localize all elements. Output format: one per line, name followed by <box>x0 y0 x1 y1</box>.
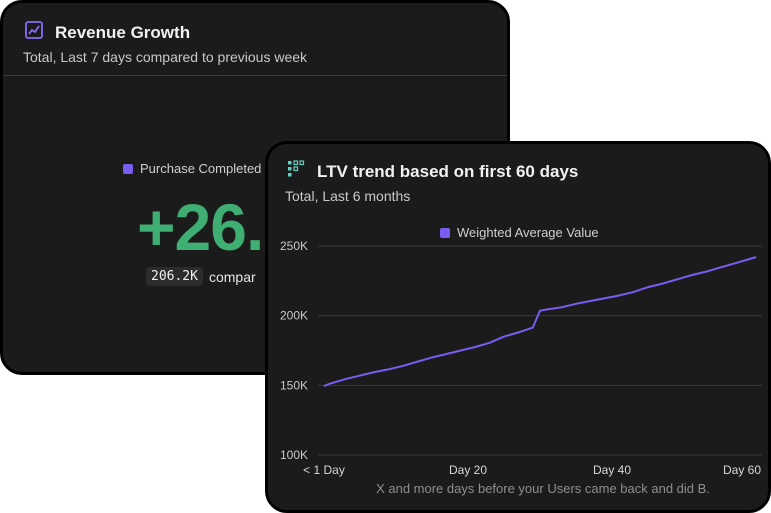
revenue-legend-label: Purchase Completed <box>140 161 262 176</box>
series-line <box>323 256 757 387</box>
y-tick-label: 250K <box>280 239 308 253</box>
revenue-title: Revenue Growth <box>55 22 191 42</box>
revenue-subtitle: Total, Last 7 days compared to previous … <box>23 49 308 65</box>
revenue-title-row: Revenue Growth <box>25 21 190 44</box>
y-tick-label: 100K <box>280 448 308 462</box>
y-tick-label: 200K <box>280 309 308 323</box>
ltv-trend-card[interactable]: LTV trend based on first 60 days Total, … <box>265 141 771 513</box>
y-tick-label: 150K <box>280 378 308 392</box>
revenue-compare-value: 206.2K <box>146 267 203 286</box>
legend-swatch <box>440 227 450 238</box>
ltv-legend[interactable]: Weighted Average Value <box>440 225 599 240</box>
x-axis-caption: X and more days before your Users came b… <box>376 481 710 496</box>
x-tick-label: Day 60 <box>723 463 761 477</box>
revenue-big-value: +26. <box>137 190 264 264</box>
trend-chart-icon <box>25 21 43 44</box>
ltv-legend-label: Weighted Average Value <box>457 225 599 240</box>
revenue-compare-row: 206.2K compar <box>146 267 256 286</box>
revenue-divider <box>3 75 507 76</box>
x-tick-label: < 1 Day <box>303 463 345 477</box>
x-tick-label: Day 40 <box>593 463 631 477</box>
ltv-subtitle: Total, Last 6 months <box>285 188 411 204</box>
ltv-line-chart[interactable]: 100K 150K 200K 250K < 1 Day Day 20 Day 40 Day 6… <box>268 144 768 510</box>
revenue-compare-text: compar <box>208 268 256 285</box>
ltv-title-row: LTV trend based on first 60 days <box>287 160 578 183</box>
retention-grid-icon <box>287 160 305 183</box>
ltv-title: LTV trend based on first 60 days <box>317 161 579 181</box>
revenue-legend: Purchase Completed <box>123 161 261 176</box>
x-tick-label: Day 20 <box>449 463 487 477</box>
legend-swatch <box>123 163 133 174</box>
